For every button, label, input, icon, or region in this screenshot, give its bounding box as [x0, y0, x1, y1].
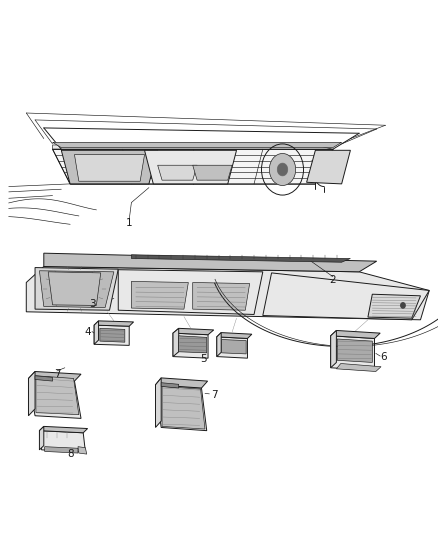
Polygon shape [35, 376, 53, 381]
Polygon shape [53, 142, 342, 148]
Polygon shape [39, 271, 114, 308]
Circle shape [401, 303, 405, 308]
Polygon shape [368, 294, 420, 318]
Polygon shape [53, 145, 333, 149]
Polygon shape [173, 328, 179, 357]
Polygon shape [179, 336, 207, 353]
Polygon shape [162, 386, 205, 429]
Polygon shape [331, 330, 336, 368]
Circle shape [269, 154, 296, 185]
Polygon shape [100, 328, 125, 342]
Polygon shape [337, 339, 372, 362]
Text: 2: 2 [329, 275, 336, 285]
Text: 5: 5 [200, 354, 207, 364]
Polygon shape [155, 378, 161, 427]
Polygon shape [161, 383, 179, 388]
Polygon shape [217, 333, 221, 357]
Polygon shape [48, 272, 101, 305]
Polygon shape [94, 321, 99, 344]
Polygon shape [336, 364, 381, 372]
Circle shape [277, 163, 288, 176]
Polygon shape [36, 376, 79, 415]
Polygon shape [39, 431, 85, 452]
Polygon shape [28, 372, 81, 381]
Text: 6: 6 [380, 352, 387, 362]
Polygon shape [26, 266, 429, 320]
Text: 1: 1 [126, 218, 133, 228]
Polygon shape [193, 165, 232, 180]
Polygon shape [35, 268, 118, 310]
Text: 4: 4 [84, 327, 91, 336]
Text: 8: 8 [67, 449, 74, 459]
Text: 3: 3 [88, 299, 95, 309]
Polygon shape [307, 150, 350, 184]
Polygon shape [131, 255, 350, 262]
Polygon shape [193, 282, 250, 310]
Polygon shape [263, 273, 429, 320]
Text: 7: 7 [211, 391, 218, 400]
Text: 7: 7 [53, 369, 60, 379]
Polygon shape [53, 149, 333, 184]
Polygon shape [118, 270, 263, 314]
Polygon shape [44, 253, 377, 272]
Polygon shape [331, 330, 380, 338]
Polygon shape [131, 281, 188, 309]
Polygon shape [155, 385, 207, 431]
Polygon shape [217, 333, 252, 338]
Polygon shape [94, 325, 129, 345]
Polygon shape [155, 378, 208, 388]
Polygon shape [158, 165, 197, 180]
Polygon shape [94, 321, 134, 326]
Polygon shape [78, 447, 87, 454]
Polygon shape [217, 337, 247, 358]
Polygon shape [45, 447, 78, 453]
Polygon shape [173, 333, 208, 358]
Polygon shape [28, 372, 35, 416]
Polygon shape [39, 426, 88, 433]
Polygon shape [39, 426, 44, 450]
Polygon shape [222, 340, 246, 354]
Polygon shape [173, 328, 214, 335]
Polygon shape [74, 155, 145, 181]
Polygon shape [145, 150, 237, 184]
Polygon shape [331, 336, 374, 370]
Polygon shape [61, 150, 158, 184]
Polygon shape [28, 378, 81, 418]
